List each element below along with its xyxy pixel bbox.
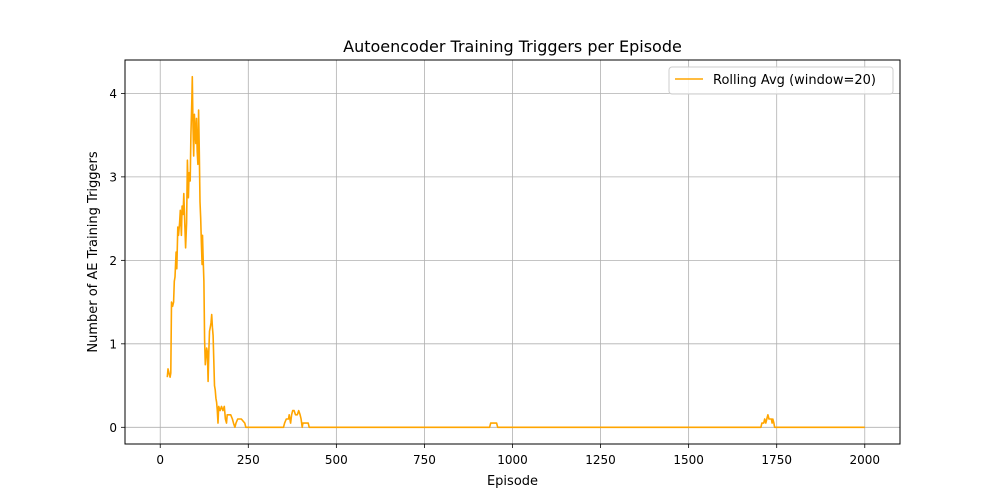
x-tick-label: 1250 [585,453,616,467]
legend: Rolling Avg (window=20) [668,66,894,95]
x-tick-label: 250 [237,453,260,467]
chart-title: Autoencoder Training Triggers per Episod… [343,37,682,56]
x-tick-label: 1000 [497,453,528,467]
x-tick-label: 750 [413,453,436,467]
x-axis-label: Episode [487,474,538,489]
series-line-rolling-avg [166,75,865,429]
y-tick-label: 3 [109,170,117,184]
y-tick-label: 2 [109,254,117,268]
x-tick-label: 1750 [761,453,792,467]
y-tick-label: 4 [109,87,117,101]
x-tick-label: 1500 [673,453,704,467]
x-tick-label: 500 [325,453,348,467]
x-tick-label: 0 [156,453,164,467]
legend-box [668,66,894,95]
ticks: 0 250 500 750 1000 1250 1500 1750 2000 0 1 2 3 4 [109,87,880,467]
x-tick-label: 2000 [849,453,880,467]
y-tick-label: 0 [109,421,117,435]
y-axis-label: Number of AE Training Triggers [86,151,101,353]
y-tick-label: 1 [109,337,117,351]
series-layer [166,75,865,429]
legend-label: Rolling Avg (window=20) [713,73,876,88]
